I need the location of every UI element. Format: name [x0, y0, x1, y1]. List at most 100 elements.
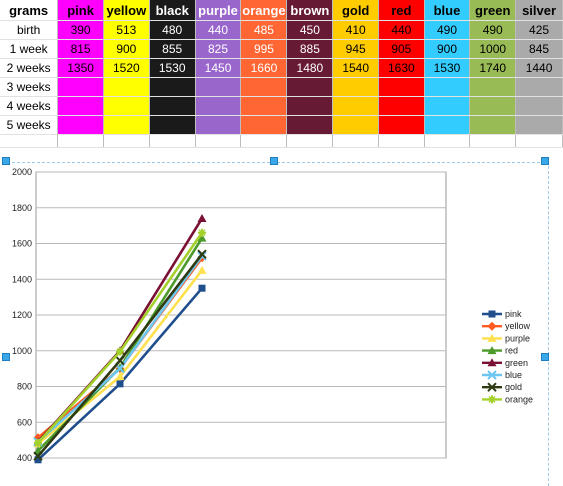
- corner-label-cell[interactable]: grams: [0, 0, 59, 21]
- cell-blue[interactable]: 490: [424, 20, 471, 40]
- cell-purple[interactable]: [195, 115, 242, 135]
- cell-black[interactable]: 855: [149, 39, 196, 59]
- row-label-cell[interactable]: 1 week: [0, 39, 59, 59]
- cell-purple[interactable]: 825: [195, 39, 242, 59]
- chart-resize-handle-middle-left[interactable]: [2, 353, 10, 361]
- cell-gold[interactable]: 410: [332, 20, 379, 40]
- cell-red[interactable]: 905: [378, 39, 425, 59]
- cell-pink[interactable]: 815: [57, 39, 104, 59]
- series-gold[interactable]: [33, 249, 207, 461]
- cell-brown[interactable]: 450: [286, 20, 334, 40]
- empty-cell[interactable]: [469, 134, 517, 148]
- cell-gold[interactable]: 945: [332, 39, 379, 59]
- empty-cell[interactable]: [286, 134, 334, 148]
- cell-black[interactable]: [149, 115, 196, 135]
- cell-yellow[interactable]: [103, 77, 150, 97]
- column-header-pink[interactable]: pink: [57, 0, 104, 21]
- cell-brown[interactable]: [286, 77, 334, 97]
- empty-cell[interactable]: [424, 134, 471, 148]
- series-orange[interactable]: [34, 228, 206, 447]
- chart-resize-handle-top-center[interactable]: [270, 157, 278, 165]
- cell-brown[interactable]: 885: [286, 39, 334, 59]
- row-label-cell[interactable]: 2 weeks: [0, 58, 59, 78]
- cell-silver[interactable]: [515, 96, 563, 116]
- column-header-gold[interactable]: gold: [332, 0, 379, 21]
- cell-yellow[interactable]: [103, 96, 150, 116]
- cell-purple[interactable]: 440: [195, 20, 242, 40]
- empty-cell[interactable]: [149, 134, 196, 148]
- cell-orange[interactable]: [240, 96, 288, 116]
- legend-item-blue[interactable]: blue: [482, 370, 522, 380]
- empty-cell[interactable]: [378, 134, 425, 148]
- empty-cell[interactable]: [0, 134, 59, 148]
- cell-silver[interactable]: [515, 77, 563, 97]
- cell-silver[interactable]: [515, 115, 563, 135]
- empty-cell[interactable]: [515, 134, 563, 148]
- cell-red[interactable]: [378, 115, 425, 135]
- legend-item-pink[interactable]: pink: [482, 309, 522, 319]
- cell-orange[interactable]: [240, 115, 288, 135]
- cell-pink[interactable]: 390: [57, 20, 104, 40]
- cell-red[interactable]: 1630: [378, 58, 425, 78]
- cell-black[interactable]: 480: [149, 20, 196, 40]
- legend-item-red[interactable]: red: [482, 346, 518, 356]
- cell-orange[interactable]: [240, 77, 288, 97]
- cell-green[interactable]: [469, 115, 517, 135]
- empty-cell[interactable]: [332, 134, 379, 148]
- cell-orange[interactable]: 1660: [240, 58, 288, 78]
- cell-yellow[interactable]: 900: [103, 39, 150, 59]
- column-header-orange[interactable]: orange: [240, 0, 288, 21]
- cell-silver[interactable]: 425: [515, 20, 563, 40]
- cell-gold[interactable]: [332, 77, 379, 97]
- cell-pink[interactable]: 1350: [57, 58, 104, 78]
- cell-orange[interactable]: 485: [240, 20, 288, 40]
- cell-red[interactable]: [378, 96, 425, 116]
- empty-cell[interactable]: [103, 134, 150, 148]
- cell-orange[interactable]: 995: [240, 39, 288, 59]
- cell-blue[interactable]: 1530: [424, 58, 471, 78]
- cell-blue[interactable]: 900: [424, 39, 471, 59]
- legend-item-green[interactable]: green: [482, 358, 528, 368]
- cell-gold[interactable]: [332, 96, 379, 116]
- cell-silver[interactable]: 845: [515, 39, 563, 59]
- chart-resize-handle-top-left[interactable]: [2, 157, 10, 165]
- column-header-green[interactable]: green: [469, 0, 517, 21]
- legend-item-gold[interactable]: gold: [482, 382, 522, 392]
- cell-black[interactable]: 1530: [149, 58, 196, 78]
- cell-blue[interactable]: [424, 96, 471, 116]
- cell-black[interactable]: [149, 77, 196, 97]
- column-header-blue[interactable]: blue: [424, 0, 471, 21]
- cell-green[interactable]: [469, 96, 517, 116]
- column-header-purple[interactable]: purple: [195, 0, 242, 21]
- chart-resize-handle-top-right[interactable]: [541, 157, 549, 165]
- row-label-cell[interactable]: 4 weeks: [0, 96, 59, 116]
- cell-brown[interactable]: [286, 96, 334, 116]
- cell-brown[interactable]: [286, 115, 334, 135]
- empty-cell[interactable]: [240, 134, 288, 148]
- cell-blue[interactable]: [424, 77, 471, 97]
- cell-green[interactable]: [469, 77, 517, 97]
- cell-purple[interactable]: 1450: [195, 58, 242, 78]
- cell-gold[interactable]: [332, 115, 379, 135]
- cell-silver[interactable]: 1440: [515, 58, 563, 78]
- cell-pink[interactable]: [57, 77, 104, 97]
- legend-item-yellow[interactable]: yellow: [482, 321, 531, 331]
- cell-yellow[interactable]: 513: [103, 20, 150, 40]
- column-header-brown[interactable]: brown: [286, 0, 334, 21]
- empty-cell[interactable]: [195, 134, 242, 148]
- cell-pink[interactable]: [57, 96, 104, 116]
- cell-red[interactable]: [378, 77, 425, 97]
- cell-yellow[interactable]: 1520: [103, 58, 150, 78]
- row-label-cell[interactable]: 5 weeks: [0, 115, 59, 135]
- column-header-black[interactable]: black: [149, 0, 196, 21]
- cell-brown[interactable]: 1480: [286, 58, 334, 78]
- series-pink[interactable]: [34, 284, 206, 464]
- legend-item-purple[interactable]: purple: [482, 333, 530, 343]
- cell-green[interactable]: 1000: [469, 39, 517, 59]
- chart-resize-handle-middle-right[interactable]: [541, 353, 549, 361]
- cell-pink[interactable]: [57, 115, 104, 135]
- column-header-silver[interactable]: silver: [515, 0, 563, 21]
- column-header-red[interactable]: red: [378, 0, 425, 21]
- row-label-cell[interactable]: birth: [0, 20, 59, 40]
- cell-purple[interactable]: [195, 96, 242, 116]
